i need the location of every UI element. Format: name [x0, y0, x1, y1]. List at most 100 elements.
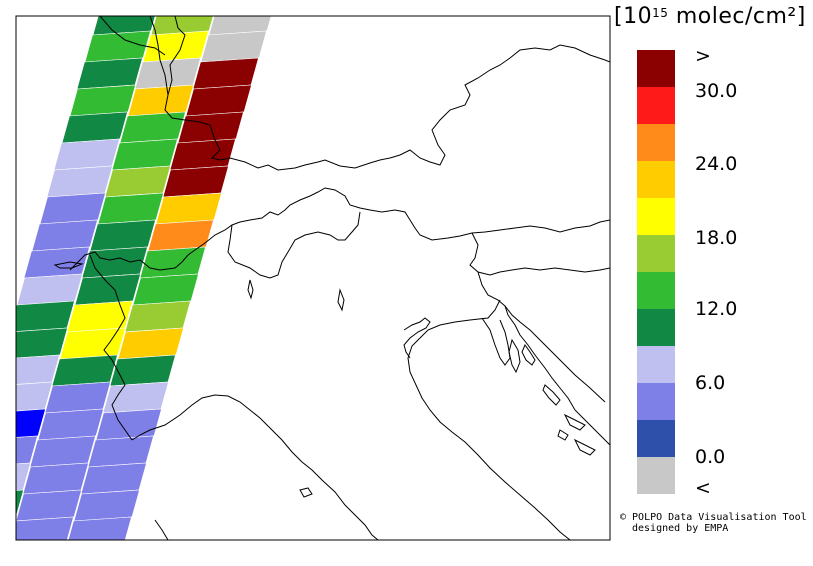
- colorbar-label: <: [695, 477, 711, 499]
- border-croatia: [477, 271, 606, 403]
- swath-pixel: [37, 408, 104, 441]
- swath-pixel: [169, 138, 236, 171]
- swath-pixel: [111, 138, 178, 171]
- colorbar-swatch: [637, 124, 675, 161]
- swath-pixel: [150, 16, 214, 36]
- border-france-germany: [99, 16, 166, 56]
- coast-venice: [403, 317, 431, 359]
- border-slovenia: [469, 232, 610, 276]
- swath-pixel: [16, 408, 46, 438]
- legend-unit-title: [1015 molec/cm²]: [614, 4, 806, 29]
- swath-pixel: [46, 165, 113, 198]
- island-elba: [299, 487, 313, 498]
- swath-pixel: [89, 219, 156, 252]
- colorbar-swatch: [637, 420, 675, 457]
- swath-pixel: [66, 300, 133, 333]
- swath-pixel: [97, 192, 164, 225]
- swath-pixel: [16, 489, 82, 522]
- swath-pixel: [84, 30, 151, 63]
- swath-pixel: [134, 57, 201, 90]
- swath-pixel: [44, 381, 111, 414]
- swath-pixel: [16, 273, 83, 306]
- credit-line-2: designed by EMPA: [632, 523, 729, 534]
- coast-adriatic-italy: [407, 299, 571, 540]
- swath-pixel: [16, 516, 74, 540]
- colorbar-swatch: [637, 272, 675, 309]
- swath-pixel: [117, 327, 184, 360]
- swath-pixel: [53, 138, 120, 171]
- swath-pixel: [59, 327, 126, 360]
- swath-pixel: [69, 84, 136, 117]
- swath-pixel: [119, 111, 186, 144]
- colorbar-swatch: [637, 457, 675, 494]
- colorbar-label: 0.0: [695, 446, 726, 468]
- island-dalm1: [563, 413, 586, 431]
- swath-pixel: [104, 165, 171, 198]
- colorbar-label: 18.0: [695, 227, 738, 249]
- swath-pixel: [76, 57, 143, 90]
- swath-pixel: [81, 246, 148, 279]
- coast-italy-west: [131, 394, 379, 540]
- colorbar-swatch: [637, 309, 675, 346]
- colorbar-label: 24.0: [695, 153, 738, 175]
- swath-pixel: [124, 300, 191, 333]
- swath-pixel: [142, 30, 209, 63]
- colorbar-swatch: [637, 50, 675, 87]
- swath-pixel: [132, 273, 199, 306]
- swath-pixel: [23, 246, 90, 279]
- coast-croatia: [504, 305, 610, 446]
- colorbar-swatch: [637, 87, 675, 124]
- border-rhine: [149, 16, 169, 96]
- swath-pixel: [51, 354, 118, 387]
- colorbar-swatch: [637, 161, 675, 198]
- swath-pixel: [200, 30, 267, 63]
- swath-pixel: [61, 111, 128, 144]
- swath-pixel: [31, 219, 98, 252]
- island-pag: [542, 384, 561, 406]
- swath-pixel: [87, 435, 154, 468]
- swath-pixel: [39, 192, 106, 225]
- swath-pixel: [208, 16, 272, 36]
- credit-line-1: © POLPO Data Visualisation Tool: [620, 512, 807, 523]
- border-france-italy: [89, 254, 133, 441]
- swath-pixel: [162, 165, 229, 198]
- swath-pixel: [16, 327, 68, 359]
- island-dalm3: [557, 429, 569, 441]
- swath-pixel: [0, 517, 16, 548]
- colorbar-swatch: [637, 235, 675, 272]
- swath-pixel: [147, 219, 214, 252]
- swath-pixel: [74, 273, 141, 306]
- swath-pixel: [16, 381, 53, 412]
- swath-pixel: [185, 84, 252, 117]
- swath-pixel: [155, 192, 222, 225]
- swath-pixel: [92, 16, 156, 36]
- swath-pixel: [16, 354, 60, 385]
- swath-pixel: [127, 84, 194, 117]
- satellite-swath: [0, 16, 272, 548]
- map-frame: [15, 15, 611, 541]
- lake-maggiore: [247, 279, 254, 300]
- swath-pixel: [67, 516, 132, 540]
- island-krk: [521, 343, 536, 366]
- swath-pixel: [139, 246, 206, 279]
- swath-pixel: [16, 300, 75, 332]
- island-cres: [508, 338, 521, 374]
- swath-pixel: [73, 489, 140, 522]
- colorbar-swatch: [637, 346, 675, 383]
- border-alps: [69, 187, 610, 271]
- swath-pixel: [192, 57, 259, 90]
- lake-geneva: [53, 261, 84, 269]
- colorbar: [637, 50, 675, 494]
- colorbar-swatch: [637, 198, 675, 235]
- colorbar-label: 12.0: [695, 298, 738, 320]
- border-north: [164, 16, 610, 171]
- swath-pixel: [109, 354, 176, 387]
- lake-garda: [337, 288, 345, 312]
- border-swiss-south: [227, 211, 361, 279]
- coast-istria: [481, 317, 511, 366]
- swath-pixel: [80, 462, 147, 495]
- colorbar-label: 6.0: [695, 372, 726, 394]
- coastlines-borders: [53, 16, 610, 540]
- colorbar-label: >: [695, 45, 711, 67]
